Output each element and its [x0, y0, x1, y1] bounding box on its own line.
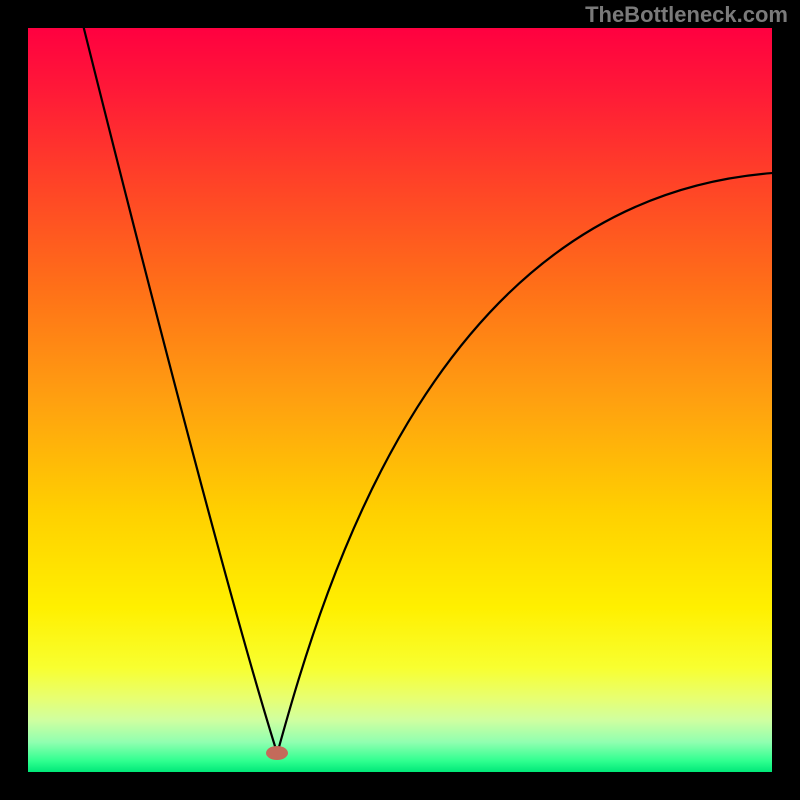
watermark-text: TheBottleneck.com — [585, 2, 788, 28]
plot-gradient-area — [28, 28, 772, 772]
minimum-marker — [266, 746, 288, 760]
bottleneck-curve — [28, 28, 772, 772]
